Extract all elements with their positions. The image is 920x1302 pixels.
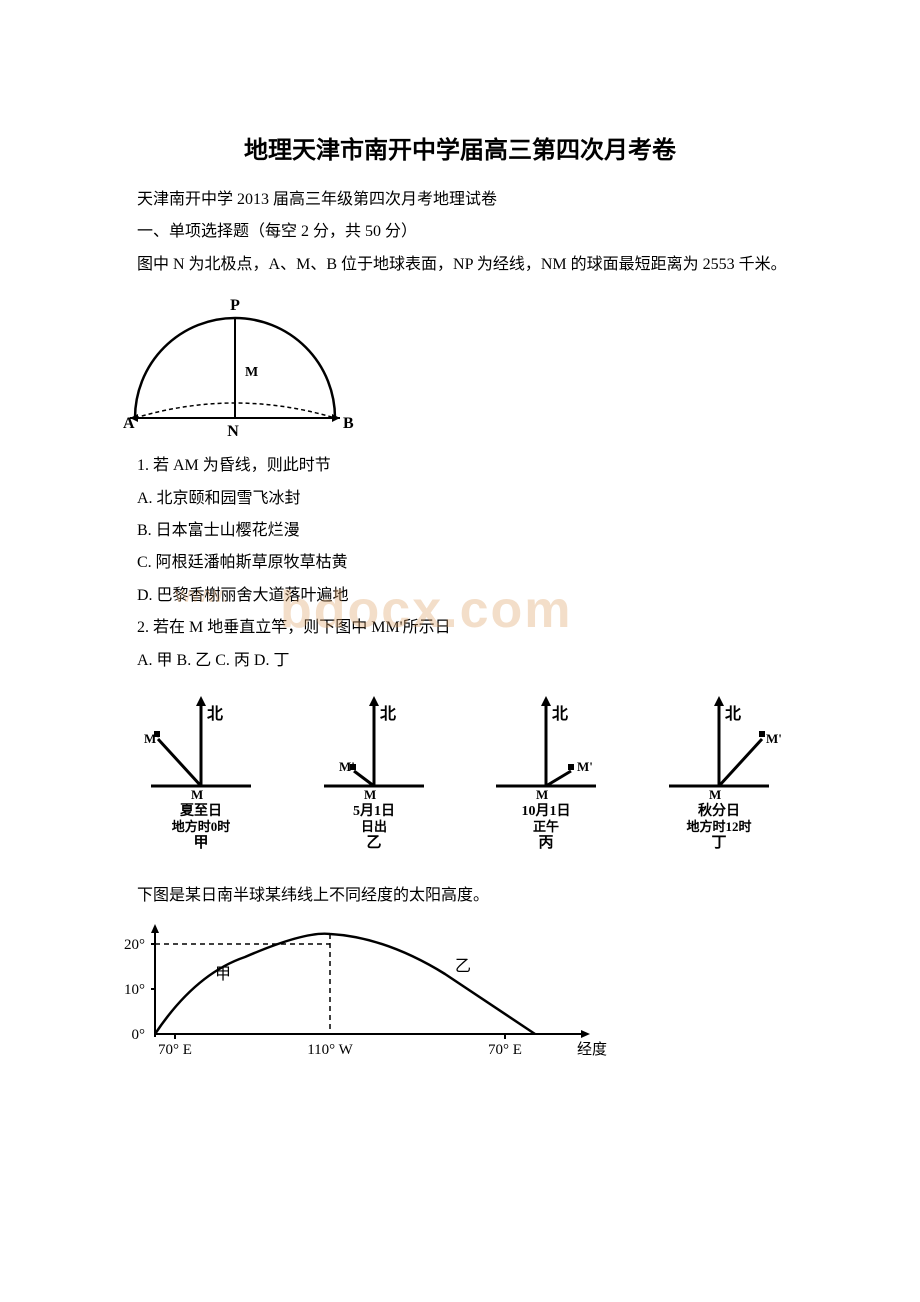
svg-text:M': M' <box>577 759 593 774</box>
svg-text:丁: 丁 <box>711 835 726 851</box>
svg-text:地方时0时: 地方时0时 <box>172 819 231 834</box>
svg-text:日出: 日出 <box>361 819 387 834</box>
svg-text:丙: 丙 <box>539 834 554 851</box>
panel-ding: 北 M' M 秋分日 地方时12时 丁 <box>654 691 784 861</box>
svg-text:北: 北 <box>725 705 741 723</box>
diagram-four-panels: 北 M' M 夏至日 地方时0时 甲 北 M' M 5月1日 日出 乙 <box>105 686 815 866</box>
svg-text:乙: 乙 <box>455 958 471 975</box>
panel-bing: 北 M' M 10月1日 正午 丙 <box>481 691 611 861</box>
svg-text:经度: 经度 <box>577 1041 607 1058</box>
q2-options: A. 甲 B. 乙 C. 丙 D. 丁 <box>105 646 815 676</box>
panel-jia: 北 M' M 夏至日 地方时0时 甲 <box>136 691 266 861</box>
svg-text:M': M' <box>144 731 160 746</box>
q1-stem: 1. 若 AM 为昏线，则此时节 <box>105 451 815 481</box>
svg-text:20°: 20° <box>124 937 145 953</box>
svg-text:秋分日: 秋分日 <box>698 802 740 819</box>
page-title: 地理天津市南开中学届高三第四次月考卷 <box>105 130 815 165</box>
svg-text:110° W: 110° W <box>307 1042 353 1058</box>
svg-text:M: M <box>245 365 258 380</box>
svg-text:10月1日: 10月1日 <box>522 803 571 819</box>
svg-text:N: N <box>227 423 239 440</box>
intro-text-2: 下图是某日南半球某纬线上不同经度的太阳高度。 <box>105 881 815 911</box>
section-header: 一、单项选择题（每空 2 分，共 50 分） <box>105 217 815 247</box>
svg-text:北: 北 <box>380 705 396 723</box>
svg-text:M: M <box>709 787 721 802</box>
q1-option-b: B. 日本富士山樱花烂漫 <box>105 516 815 546</box>
q1-option-a: A. 北京颐和园雪飞冰封 <box>105 484 815 514</box>
svg-text:70° E: 70° E <box>488 1042 522 1058</box>
svg-text:A: A <box>123 415 135 432</box>
svg-text:P: P <box>230 297 240 314</box>
diagram-sun-altitude: 20° 10° 0° 甲 乙 70° E 110° W 70° E 经度 <box>105 919 815 1089</box>
svg-text:正午: 正午 <box>533 819 559 834</box>
svg-text:北: 北 <box>207 705 223 723</box>
svg-text:地方时12时: 地方时12时 <box>686 819 751 834</box>
intro-text-1: 图中 N 为北极点，A、M、B 位于地球表面，NP 为经线，NM 的球面最短距离… <box>105 250 815 280</box>
q2-stem: 2. 若在 M 地垂直立竿，则下图中 MM'所示日 <box>105 613 815 643</box>
diagram-globe: P M A N B <box>105 288 815 443</box>
svg-text:乙: 乙 <box>366 835 381 851</box>
svg-text:北: 北 <box>552 705 568 723</box>
svg-text:夏至日: 夏至日 <box>180 802 222 819</box>
svg-text:M: M <box>364 787 376 802</box>
svg-text:M': M' <box>339 759 355 774</box>
svg-text:M': M' <box>766 731 782 746</box>
svg-text:10°: 10° <box>124 982 145 998</box>
svg-text:M: M <box>536 787 548 802</box>
svg-text:5月1日: 5月1日 <box>353 803 395 819</box>
svg-text:B: B <box>343 415 354 432</box>
svg-text:甲: 甲 <box>194 834 209 851</box>
q1-option-c: C. 阿根廷潘帕斯草原牧草枯黄 <box>105 548 815 578</box>
panel-yi: 北 M' M 5月1日 日出 乙 <box>309 691 439 861</box>
svg-text:70° E: 70° E <box>158 1042 192 1058</box>
svg-text:甲: 甲 <box>215 966 231 983</box>
svg-text:0°: 0° <box>132 1027 146 1043</box>
q1-option-d: D. 巴黎香榭丽舍大道落叶遍地 <box>105 581 815 611</box>
svg-text:M: M <box>191 787 203 802</box>
subtitle: 天津南开中学 2013 届高三年级第四次月考地理试卷 <box>105 185 815 215</box>
